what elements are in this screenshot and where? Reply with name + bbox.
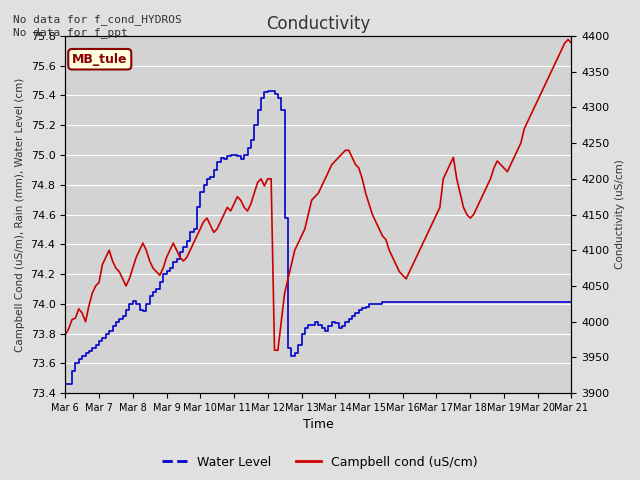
Water Level (372, 301, 380, 307)
Water Level (568, 300, 575, 305)
Water Level (311, 319, 319, 324)
Campbell cond (uS/cm) (564, 36, 572, 42)
Water Level (385, 300, 393, 305)
Campbell cond (uS/cm) (385, 247, 393, 253)
Water Level (264, 88, 271, 94)
Campbell cond (uS/cm) (568, 40, 575, 46)
Campbell cond (uS/cm) (240, 204, 248, 210)
Y-axis label: Conductivity (uS/cm): Conductivity (uS/cm) (615, 160, 625, 269)
Line: Water Level: Water Level (65, 91, 572, 384)
Water Level (419, 300, 427, 305)
Water Level (240, 152, 248, 158)
Campbell cond (uS/cm) (61, 332, 69, 337)
Title: Conductivity: Conductivity (266, 15, 371, 33)
Water Level (561, 300, 568, 305)
Campbell cond (uS/cm) (311, 194, 319, 200)
Line: Campbell cond (uS/cm): Campbell cond (uS/cm) (65, 39, 572, 350)
Water Level (61, 381, 69, 387)
Text: No data for f_cond_HYDROS
No data for f_ppt: No data for f_cond_HYDROS No data for f_… (13, 14, 182, 38)
Campbell cond (uS/cm) (561, 40, 568, 46)
Campbell cond (uS/cm) (419, 240, 427, 246)
X-axis label: Time: Time (303, 419, 333, 432)
Y-axis label: Campbell Cond (uS/m), Rain (mm), Water Level (cm): Campbell Cond (uS/m), Rain (mm), Water L… (15, 77, 25, 352)
Campbell cond (uS/cm) (372, 219, 380, 225)
Legend: Water Level, Campbell cond (uS/cm): Water Level, Campbell cond (uS/cm) (157, 451, 483, 474)
Text: MB_tule: MB_tule (72, 53, 127, 66)
Campbell cond (uS/cm) (271, 348, 278, 353)
